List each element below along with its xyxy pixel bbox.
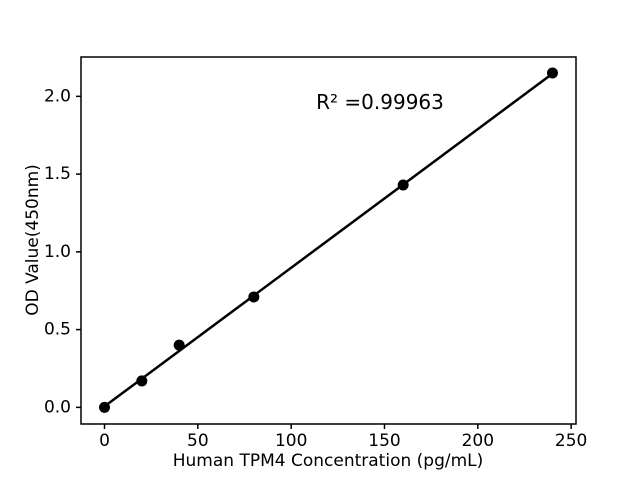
y-axis-label: OD Value(450nm) — [23, 164, 43, 316]
y-tick-label: 1.0 — [44, 242, 71, 262]
plot-border — [80, 56, 577, 425]
x-tick-label: 50 — [187, 431, 209, 451]
y-tick-label: 0.5 — [44, 320, 71, 340]
data-point — [248, 291, 260, 303]
r-squared-annotation: R² =0.99963 — [316, 90, 444, 114]
data-point — [136, 375, 148, 387]
fit-line — [103, 72, 554, 408]
y-tick-label: 0.0 — [44, 397, 71, 417]
x-tick-label: 100 — [275, 431, 307, 451]
y-tick-label: 1.5 — [44, 164, 71, 184]
x-tick-label: 250 — [555, 431, 587, 451]
y-tick-label: 2.0 — [44, 86, 71, 106]
x-tick-label: 150 — [368, 431, 400, 451]
x-tick-label: 200 — [462, 431, 494, 451]
x-axis-label: Human TPM4 Concentration (pg/mL) — [172, 451, 484, 471]
data-point — [173, 339, 185, 351]
data-point — [397, 179, 409, 191]
x-tick-label: 0 — [99, 431, 110, 451]
data-point — [546, 67, 558, 79]
data-point — [99, 401, 111, 413]
